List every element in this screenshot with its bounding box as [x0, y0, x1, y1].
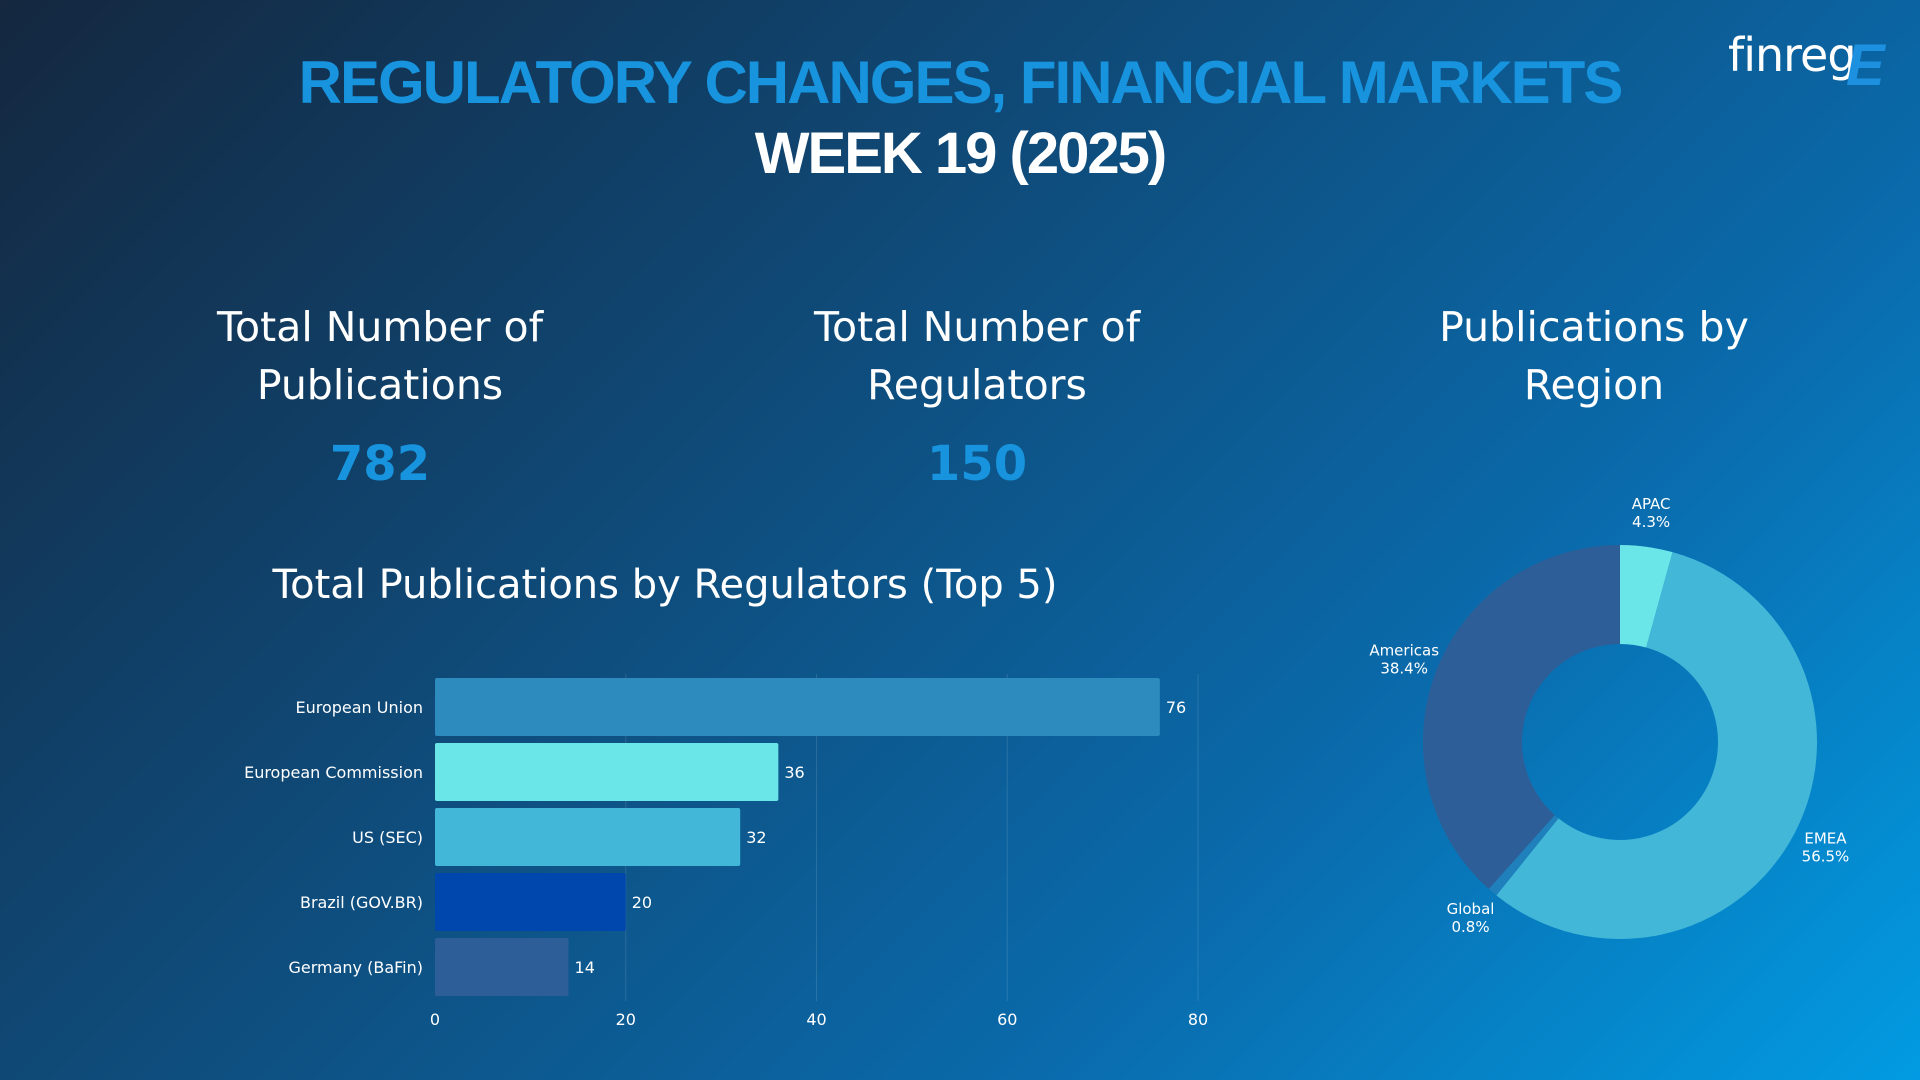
x-tick-label: 60 — [997, 1010, 1017, 1029]
bar-chart-title: Total Publications by Regulators (Top 5) — [272, 562, 1058, 608]
data-label-us-sec: 32 — [746, 828, 766, 847]
category-label-us-sec: US (SEC) — [352, 828, 423, 847]
x-tick-label: 40 — [806, 1010, 826, 1029]
bar-germany-bafin — [435, 938, 569, 996]
slice-value-americas: 38.4% — [1380, 660, 1428, 678]
report-subtitle: WEEK 19 (2025) — [754, 121, 1167, 186]
slice-value-apac: 4.3% — [1632, 513, 1670, 531]
slice-label-global: Global — [1447, 900, 1495, 918]
kpi-regulators-label: Total Number of Regulators — [757, 298, 1197, 414]
category-label-brazil-gov-br: Brazil (GOV.BR) — [300, 893, 423, 912]
slice-value-global: 0.8% — [1451, 918, 1489, 936]
slice-label-apac: APAC — [1632, 495, 1671, 513]
x-tick-label: 0 — [430, 1010, 440, 1029]
slice-label-emea: EMEA — [1804, 830, 1847, 848]
bar-brazil-gov-br — [435, 873, 626, 931]
region-panel-title: Publications by Region — [1374, 298, 1814, 414]
finreg-logo: finreg E — [1728, 28, 1898, 98]
slice-emea — [1496, 552, 1817, 939]
data-label-european-union: 76 — [1166, 698, 1186, 717]
data-label-brazil-gov-br: 20 — [632, 893, 652, 912]
region-panel-title-line1: Publications by — [1439, 303, 1749, 351]
kpi-publications-label-line2: Publications — [256, 361, 504, 409]
regulators-bar-chart: 0 20 40 60 80 European Union 76 European Commis… — [244, 674, 1208, 1029]
kpi-regulators-label-line2: Regulators — [867, 361, 1087, 409]
bar-european-commission — [435, 743, 779, 801]
bar-us-sec — [435, 808, 741, 866]
slice-label-americas: Americas — [1369, 642, 1439, 660]
logo-mark: E — [1846, 33, 1885, 98]
data-label-european-commission: 36 — [784, 763, 804, 782]
x-tick-label: 20 — [616, 1010, 636, 1029]
category-label-germany-bafin: Germany (BaFin) — [288, 958, 423, 977]
slice-apac — [1620, 545, 1673, 648]
report-title: REGULATORY CHANGES, FINANCIAL MARKETS — [298, 49, 1624, 116]
kpi-publications-value: 782 — [329, 436, 431, 492]
kpi-publications-label: Total Number of Publications — [160, 298, 600, 414]
kpi-regulators-label-line1: Total Number of — [813, 303, 1141, 351]
x-tick-label: 80 — [1188, 1010, 1208, 1029]
category-label-european-union: European Union — [295, 698, 423, 717]
kpi-publications-label-line1: Total Number of — [216, 303, 544, 351]
kpi-regulators-value: 150 — [926, 436, 1028, 492]
slice-global — [1488, 815, 1559, 896]
data-label-germany-bafin: 14 — [575, 958, 595, 977]
slice-americas — [1423, 545, 1620, 889]
bar-european-union — [435, 678, 1160, 736]
region-panel-title-line2: Region — [1523, 361, 1665, 409]
slice-value-emea: 56.5% — [1802, 848, 1850, 866]
logo-text: finreg — [1728, 28, 1857, 82]
category-label-european-commission: European Commission — [244, 763, 423, 782]
